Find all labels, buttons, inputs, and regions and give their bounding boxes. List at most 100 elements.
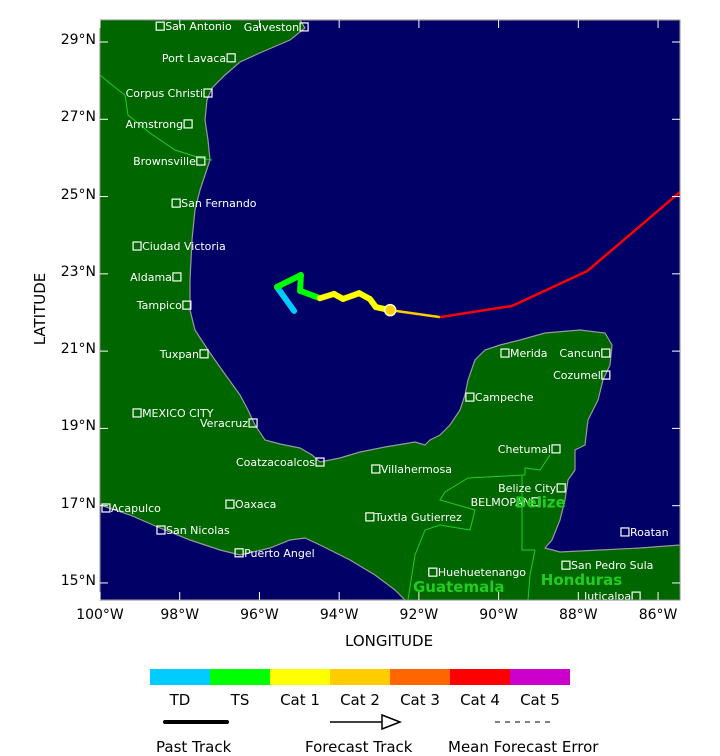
city-marker — [172, 272, 182, 282]
forecast-track-segment — [390, 308, 441, 319]
city-marker — [428, 567, 438, 577]
colorbar-swatch — [210, 669, 270, 685]
city-marker — [132, 408, 142, 418]
city-label: Villahermosa — [381, 463, 452, 476]
city-label: Brownsville — [133, 155, 196, 168]
city-marker — [551, 444, 561, 454]
city-label: Puerto Angel — [244, 547, 315, 560]
city-label: Cozumel — [553, 369, 601, 382]
y-tick-label: 19°N — [60, 418, 96, 435]
map-frame — [99, 19, 681, 601]
city-marker — [171, 198, 181, 208]
city-label: San Nicolas — [166, 524, 230, 537]
city-marker — [299, 22, 309, 32]
past-track-segment — [297, 287, 324, 302]
y-tick-label: 21°N — [60, 341, 96, 358]
city-label: MEXICO CITY — [142, 407, 214, 420]
axis-ticks — [99, 20, 680, 600]
city-label: Tuxtla Gutierrez — [374, 511, 462, 524]
city-marker — [601, 370, 611, 380]
colorbar-label: Cat 3 — [400, 691, 440, 709]
forecast-track-segment — [439, 304, 513, 319]
x-tick-label: 86°W — [638, 607, 678, 623]
city-label: Tuxpan — [159, 348, 199, 361]
country-borders — [100, 74, 551, 600]
city-marker — [132, 241, 142, 251]
border-line — [527, 549, 536, 600]
city-label: Port Lavaca — [162, 52, 226, 65]
city-marker — [371, 464, 381, 474]
country-labels: Belize Guatemala Honduras — [413, 494, 622, 596]
y-tick-label: 23°N — [60, 263, 96, 280]
city-marker — [101, 503, 111, 513]
city-marker — [531, 497, 541, 507]
x-tick-label: 96°W — [240, 607, 279, 623]
legend — [150, 669, 570, 731]
city-label: Ciudad Victoria — [142, 240, 226, 253]
city-marker — [199, 349, 209, 359]
city-marker — [601, 348, 611, 358]
city-marker — [203, 88, 213, 98]
city-marker — [182, 300, 192, 310]
border-line — [524, 454, 551, 475]
city-marker — [248, 418, 258, 428]
x-tick-label: 92°W — [399, 607, 439, 623]
city-label: San Fernando — [181, 197, 257, 210]
city-marker — [556, 483, 566, 493]
city-marker — [156, 525, 166, 535]
border-line — [407, 474, 526, 600]
city-marker — [183, 119, 193, 129]
forecast-track-segment — [511, 270, 588, 308]
city-label: Juticalpa — [583, 590, 631, 603]
y-tick-label: 17°N — [60, 495, 96, 512]
city-marker — [225, 499, 235, 509]
country-label: Guatemala — [413, 578, 504, 596]
country-label: Honduras — [541, 571, 622, 589]
city-label: Campeche — [475, 391, 534, 404]
y-tick-label: 29°N — [60, 32, 96, 48]
city-label: San Pedro Sula — [571, 559, 653, 572]
city-label: Roatan — [630, 526, 669, 539]
past-track-segment — [273, 271, 304, 290]
city-marker — [620, 527, 630, 537]
legend-past-track-label: Past Track — [156, 738, 232, 756]
city-label: Coatzacoalcos — [236, 456, 315, 469]
city-label: Acapulco — [111, 502, 161, 515]
y-tick-label: 27°N — [60, 109, 96, 126]
current-position-marker — [383, 303, 397, 317]
city-label: Veracruz — [200, 417, 248, 430]
arrow-head-icon — [381, 713, 403, 731]
city-marker — [631, 591, 641, 600]
x-tick-label: 88°W — [558, 607, 598, 623]
city-label: Corpus Christi — [126, 87, 203, 100]
x-axis-label: LONGITUDE — [345, 632, 434, 650]
city-label: Chetumal — [498, 443, 551, 456]
city-marker — [226, 53, 236, 63]
colorbar-swatch — [510, 669, 570, 685]
y-tick-label: 15°N — [60, 572, 96, 589]
gulf-of-mexico-water — [189, 20, 680, 553]
colorbar-label: Cat 1 — [280, 691, 320, 709]
city-label: BELMOPAN — [471, 496, 531, 509]
border-line — [521, 475, 535, 551]
city-label: Armstrong — [126, 118, 184, 131]
city-label: San Antonio — [165, 20, 232, 33]
city-marker — [196, 156, 206, 166]
x-tick-label: 100°W — [76, 607, 124, 623]
storm-track — [273, 190, 680, 319]
colorbar-label: Cat 4 — [460, 691, 500, 709]
city-marker — [561, 560, 571, 570]
city-label: Merida — [510, 347, 548, 360]
pacific-water — [100, 504, 406, 600]
city-label: Cancun — [559, 347, 600, 360]
city-label: Tampico — [136, 299, 182, 312]
colorbar-swatch — [150, 669, 210, 685]
city-marker — [234, 548, 244, 558]
city-label: Oaxaca — [235, 498, 276, 511]
city-label: Aldama — [130, 271, 172, 284]
legend-mean-error-label: Mean Forecast Error — [448, 738, 599, 756]
city-markers: San Antonio Galveston Port Lavaca Corpus Ch… — [101, 20, 669, 603]
colorbar-swatch — [450, 669, 510, 685]
colorbar-swatch — [330, 669, 390, 685]
